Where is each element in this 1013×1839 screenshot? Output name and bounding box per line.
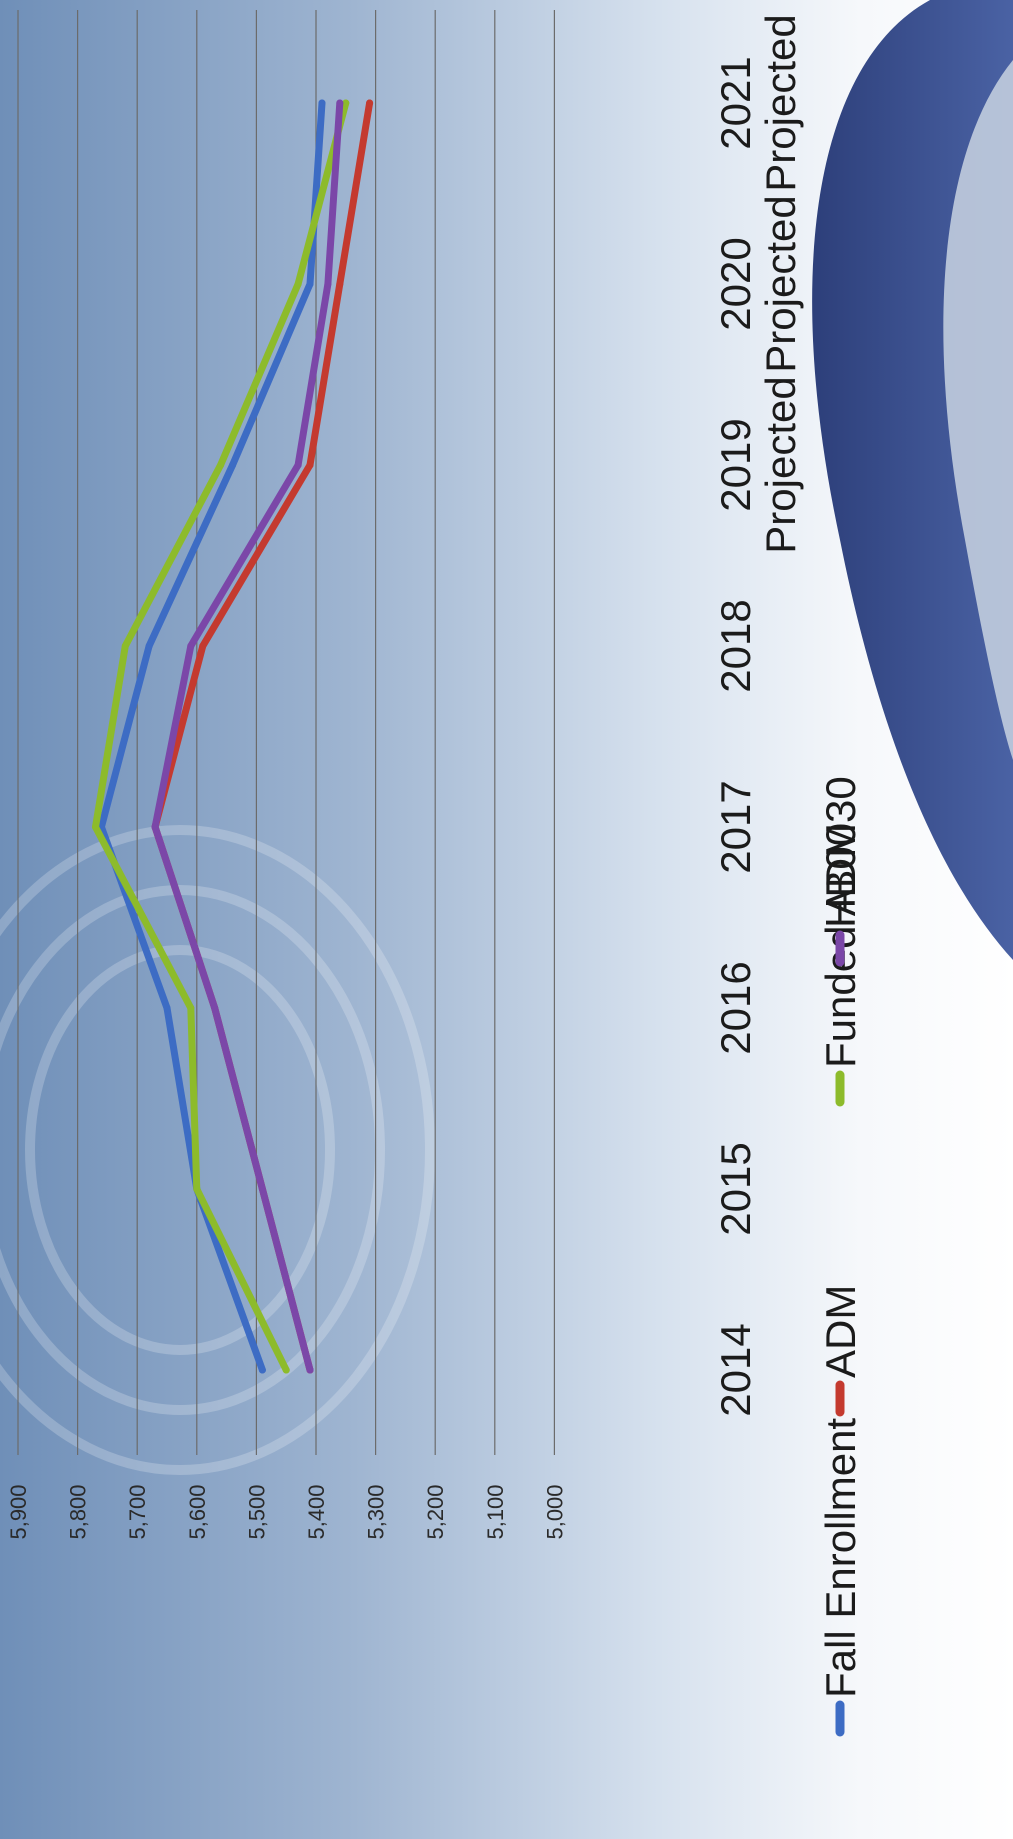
y-tick-label: 5,700	[125, 1484, 150, 1539]
data-point	[294, 280, 302, 288]
x-tick-label: Projected	[757, 376, 804, 553]
data-point	[336, 280, 344, 288]
x-tick-label: 2015	[712, 1142, 759, 1235]
data-point	[306, 1366, 314, 1374]
data-point	[145, 642, 153, 650]
x-tick-label: 2018	[712, 599, 759, 692]
data-point	[163, 1004, 171, 1012]
data-point	[336, 99, 344, 107]
data-point	[91, 823, 99, 831]
y-tick-label: 5,500	[244, 1484, 269, 1539]
data-point	[199, 642, 207, 650]
data-point	[121, 642, 129, 650]
x-tick-label: 2020	[712, 237, 759, 330]
swoosh-highlight	[943, 60, 1013, 760]
data-point	[342, 99, 350, 107]
watermark-seal	[0, 825, 435, 1475]
legend-label: ADM	[817, 1285, 864, 1378]
data-point	[151, 823, 159, 831]
data-point	[229, 461, 237, 469]
data-point	[282, 1366, 290, 1374]
y-tick-label: 5,900	[6, 1484, 31, 1539]
data-point	[187, 642, 195, 650]
y-tick-label: 5,300	[364, 1484, 389, 1539]
series-line	[92, 99, 350, 1374]
data-point	[306, 280, 314, 288]
x-tick-label: Projected	[757, 195, 804, 372]
y-tick-label: 5,000	[542, 1484, 567, 1539]
y-tick-label: 5,400	[304, 1484, 329, 1539]
data-point	[187, 1004, 195, 1012]
x-tick-label: 2014	[712, 1323, 759, 1416]
series-line	[151, 99, 344, 1374]
x-tick-label: 2016	[712, 961, 759, 1054]
data-point	[217, 461, 225, 469]
legend-label: Fall Enrollment	[817, 1418, 864, 1698]
data-point	[366, 99, 374, 107]
series-line	[97, 99, 326, 1374]
x-tick-label: 2017	[712, 780, 759, 873]
y-tick-label: 5,800	[66, 1484, 91, 1539]
data-point	[294, 461, 302, 469]
data-point	[193, 1185, 201, 1193]
legend-label: HB0030	[817, 776, 864, 928]
data-point	[211, 1004, 219, 1012]
x-tick-label: Projected	[757, 14, 804, 191]
data-point	[324, 280, 332, 288]
data-point	[258, 1366, 266, 1374]
data-point	[306, 461, 314, 469]
y-tick-label: 5,100	[483, 1484, 508, 1539]
data-point	[258, 1185, 266, 1193]
y-tick-label: 5,200	[423, 1484, 448, 1539]
x-tick-label: 2019	[712, 418, 759, 511]
x-tick-label: 2021	[712, 56, 759, 149]
y-tick-label: 5,600	[185, 1484, 210, 1539]
data-point	[318, 99, 326, 107]
background-decoration	[0, 0, 1013, 1475]
